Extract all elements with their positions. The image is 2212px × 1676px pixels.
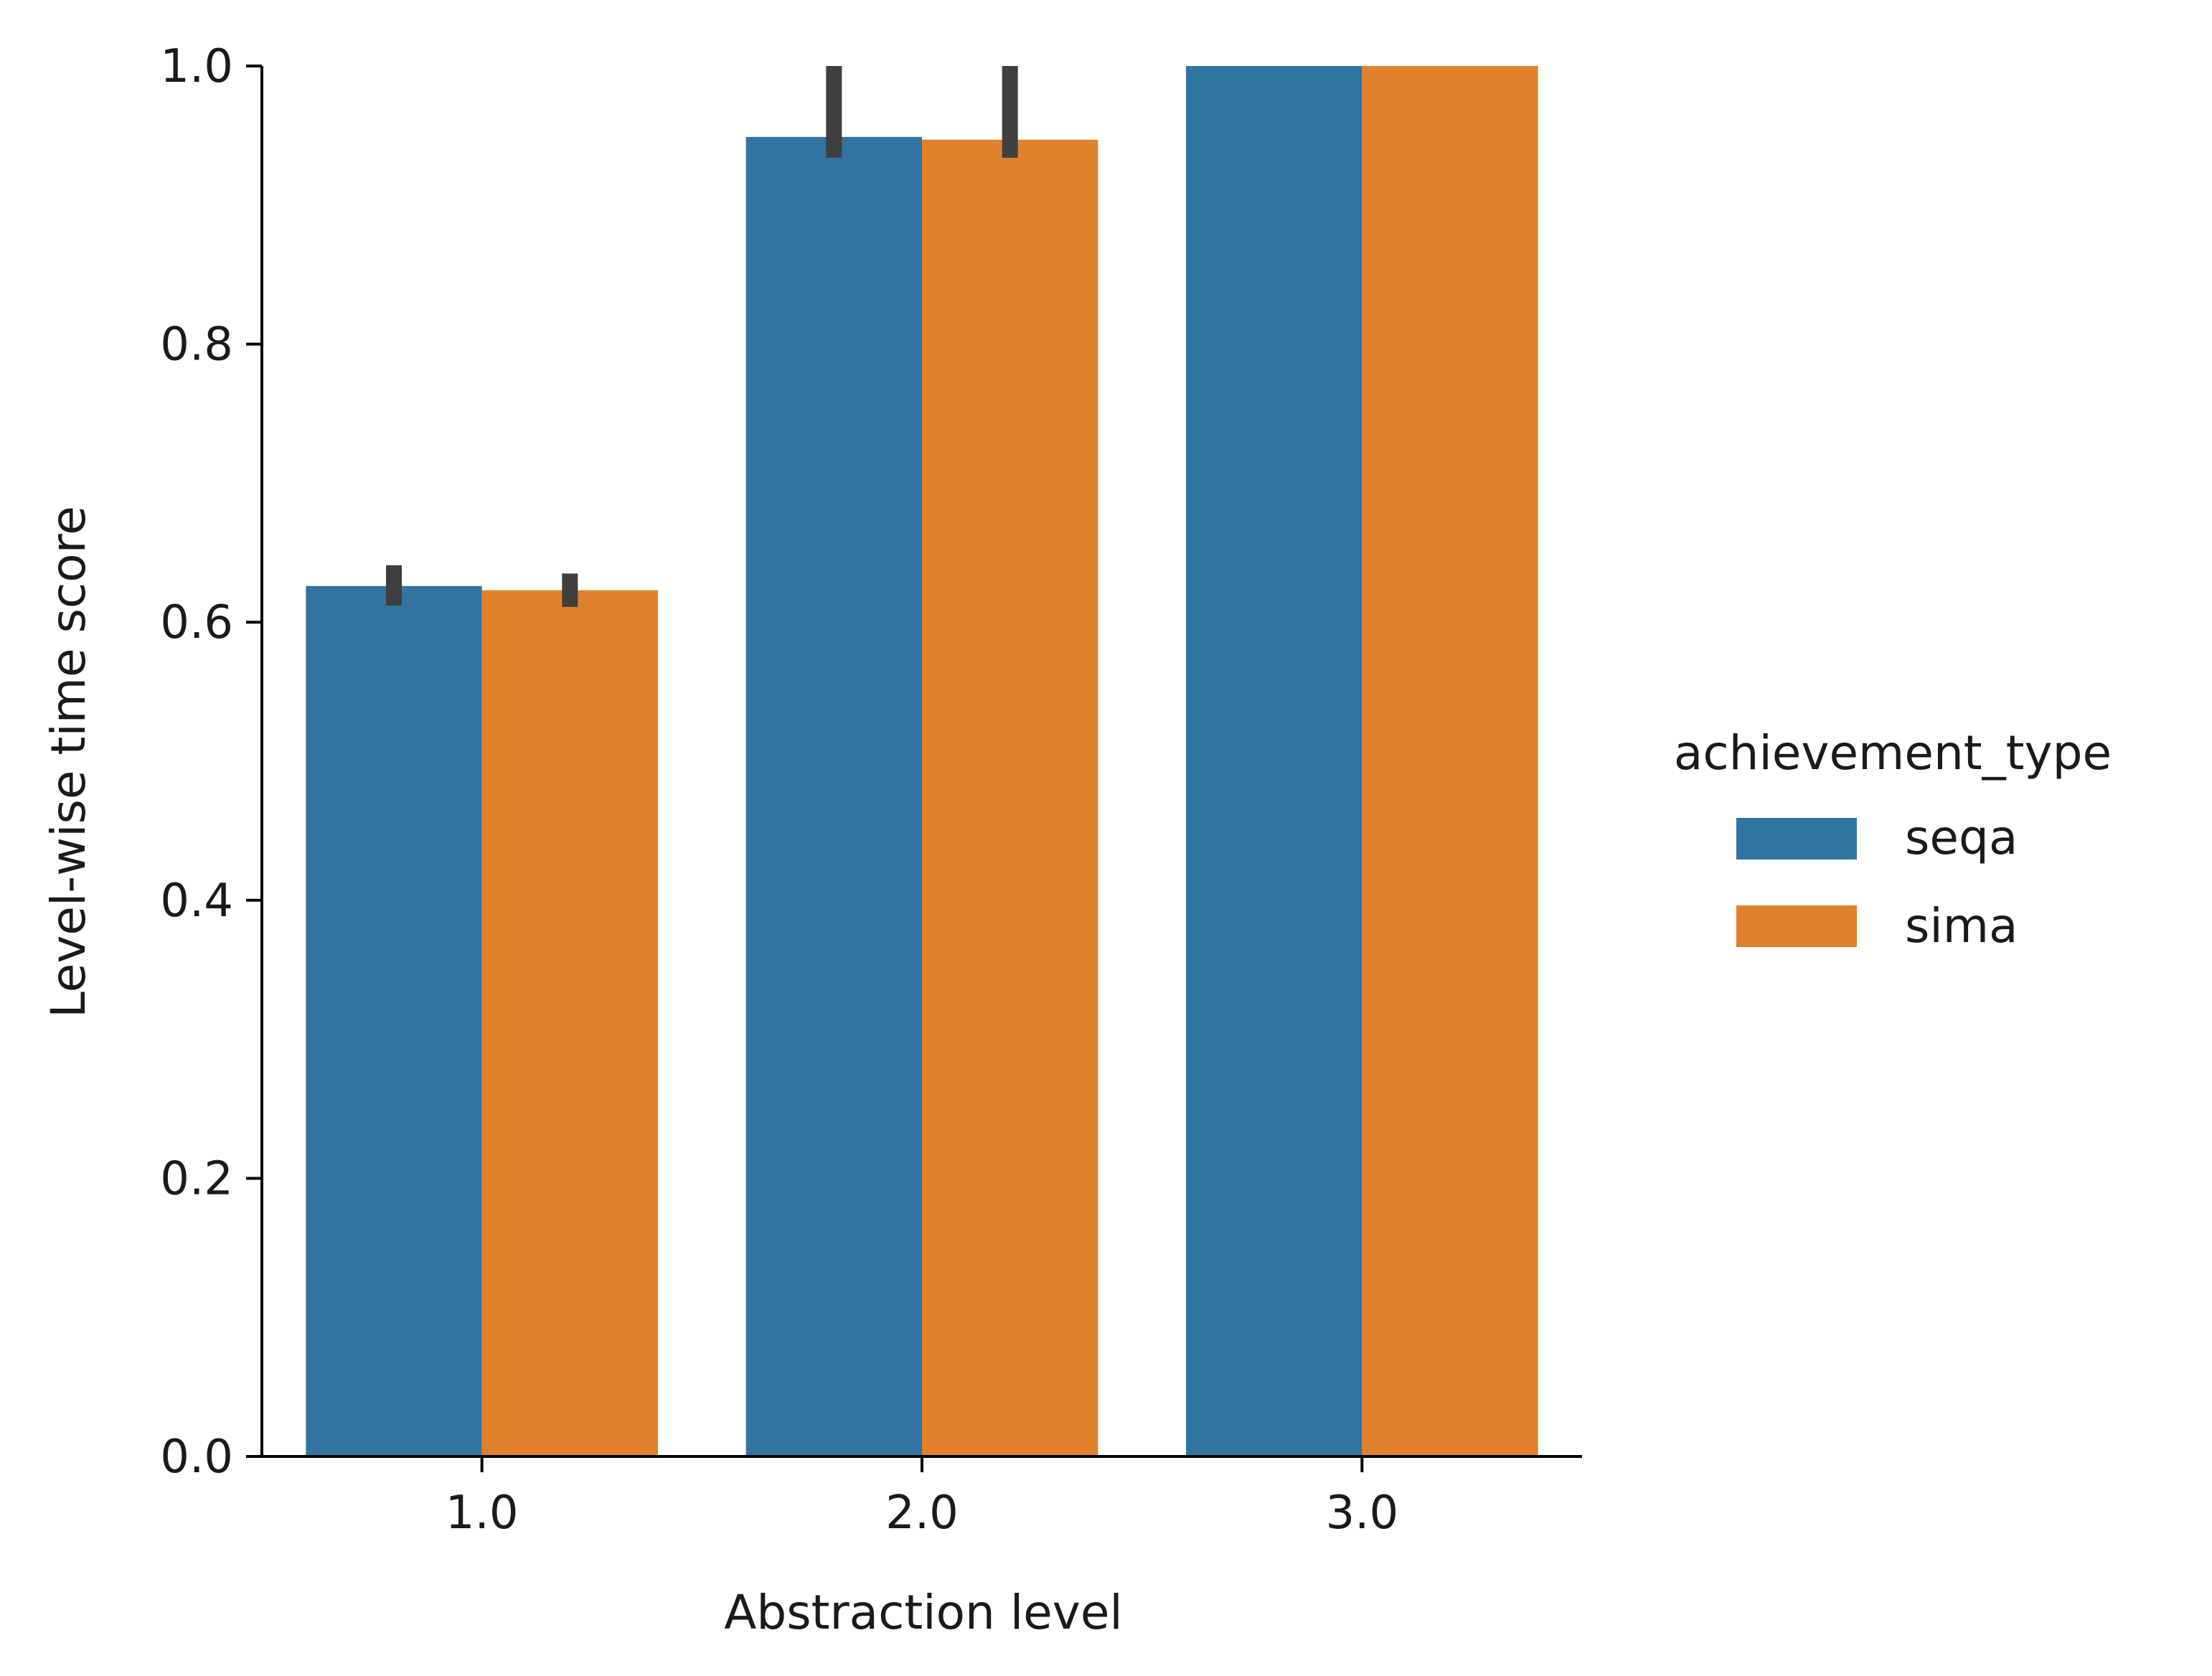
x-axis-title: Abstraction level	[724, 1585, 1123, 1640]
y-tick-label: 0.2	[160, 1152, 233, 1205]
y-axis-title: Level-wise time score	[41, 506, 96, 1018]
x-tick-label: 2.0	[885, 1487, 959, 1540]
y-tick-label: 0.0	[160, 1431, 233, 1484]
legend-title: achievement_type	[1674, 725, 2112, 781]
legend: achievement_type seqa sima	[1674, 725, 2112, 954]
legend-swatch-sima	[1736, 905, 1857, 947]
y-tick-label: 0.6	[160, 596, 233, 649]
legend-label-seqa: seqa	[1905, 810, 2018, 865]
legend-swatch-seqa	[1736, 818, 1857, 860]
bar-seqa-2.0	[745, 136, 922, 1456]
y-tick-label: 1.0	[160, 40, 233, 93]
bar-sima-2.0	[922, 139, 1098, 1457]
bar-sima-1.0	[481, 590, 658, 1456]
bar-sima-3.0	[1362, 66, 1538, 1456]
bars-layer	[306, 66, 1538, 1457]
x-tick-label: 3.0	[1325, 1487, 1398, 1540]
errorbars-layer	[386, 66, 1018, 607]
y-tick-label: 0.4	[160, 875, 233, 928]
ticks-layer: 0.0 0.2 0.4 0.6 0.8 1.0 1.0 2.0 3.0	[160, 40, 1398, 1540]
x-tick-label: 1.0	[446, 1487, 519, 1540]
legend-label-sima: sima	[1905, 898, 2018, 954]
y-tick-label: 0.8	[160, 319, 233, 372]
bar-seqa-1.0	[306, 585, 482, 1456]
bar-seqa-3.0	[1186, 66, 1363, 1456]
